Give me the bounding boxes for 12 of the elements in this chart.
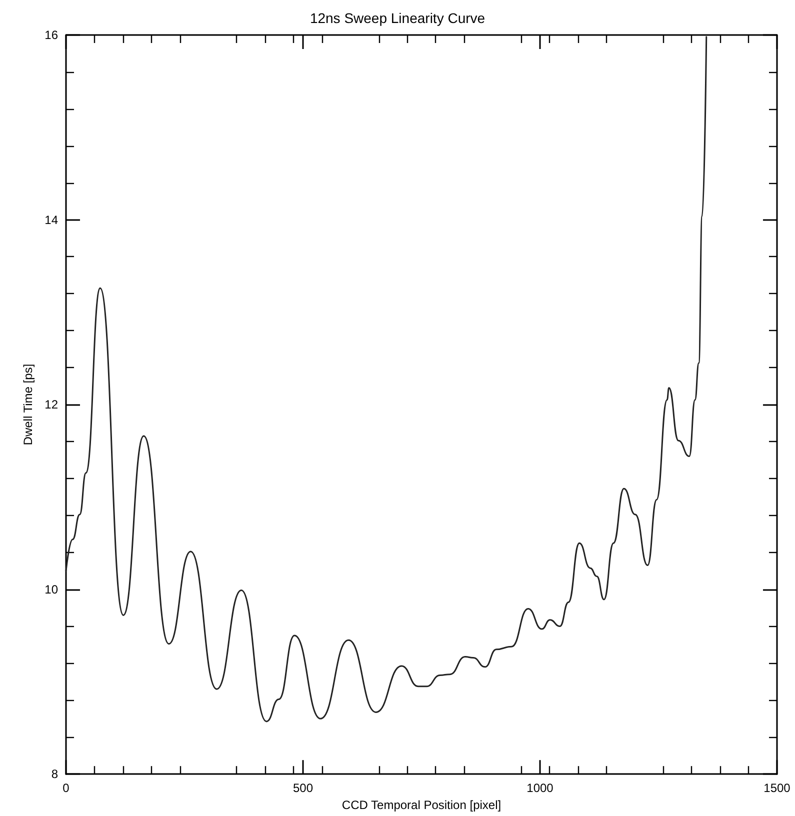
x-tick-label: 0: [62, 781, 70, 796]
x-axis-title: CCD Temporal Position [pixel]: [342, 798, 502, 812]
y-tick-label: 16: [44, 28, 58, 42]
y-tick-label: 12: [44, 398, 58, 412]
x-tick-label: 1000: [526, 781, 554, 796]
x-tick-label: 1500: [764, 781, 791, 796]
x-tick-label: 500: [292, 781, 314, 796]
y-tick-label: 8: [51, 767, 58, 782]
y-tick-label: 10: [44, 582, 58, 596]
y-axis-title: Dwell Time [ps]: [20, 364, 35, 446]
y-tick-label: 14: [44, 212, 58, 227]
chart-title: 12ns Sweep Linearity Curve: [310, 10, 486, 26]
